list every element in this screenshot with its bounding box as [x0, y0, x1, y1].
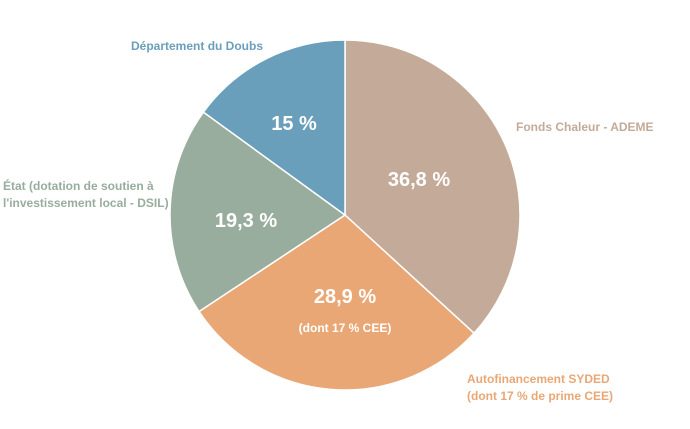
pie-slice: [169, 111, 347, 313]
pie-slice: [202, 39, 346, 217]
slice-category-label: Autofinancement SYDED (dont 17 % de prime…: [467, 372, 613, 403]
slice-category-label: Département du Doubs: [131, 39, 263, 53]
slice-value-label: 19,3 %: [215, 210, 277, 232]
slice-category-label: État (dotation de soutien à l'investissem…: [3, 178, 169, 210]
slice-category-label: Fonds Chaleur - ADEME: [516, 120, 654, 134]
slice-value-label: 36,8 %: [388, 169, 450, 191]
pie-slice: [344, 39, 521, 335]
slice-note-label: (dont 17 % CEE): [299, 321, 392, 335]
slice-value-label: 28,9 %: [314, 286, 376, 308]
slice-value-label: 15 %: [271, 113, 317, 135]
pie-slice: [198, 214, 476, 391]
